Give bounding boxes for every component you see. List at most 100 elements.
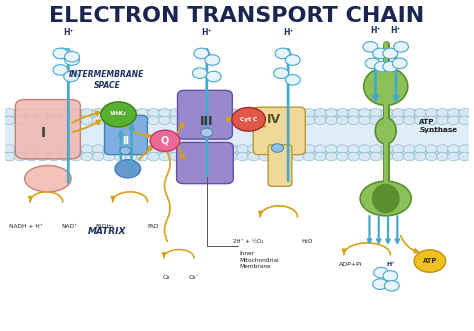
Circle shape [403, 116, 415, 125]
Circle shape [447, 109, 460, 117]
Circle shape [337, 152, 348, 161]
Circle shape [259, 109, 271, 117]
FancyBboxPatch shape [177, 142, 233, 184]
Circle shape [393, 42, 409, 52]
Circle shape [381, 109, 393, 117]
Text: ADP+Pi: ADP+Pi [339, 262, 363, 267]
Circle shape [425, 145, 438, 153]
Circle shape [126, 116, 137, 125]
Circle shape [270, 109, 282, 117]
Circle shape [459, 109, 471, 117]
FancyBboxPatch shape [253, 107, 305, 155]
Circle shape [170, 145, 182, 153]
Circle shape [337, 145, 348, 153]
Circle shape [137, 109, 149, 117]
Text: Cyt C: Cyt C [240, 117, 257, 122]
Circle shape [203, 109, 215, 117]
Circle shape [303, 152, 315, 161]
Circle shape [205, 55, 220, 65]
Circle shape [192, 116, 204, 125]
FancyBboxPatch shape [15, 100, 81, 159]
Text: Inner
Mitochondrial
Membrane: Inner Mitochondrial Membrane [239, 251, 279, 269]
Text: NAD⁺: NAD⁺ [62, 224, 78, 229]
Circle shape [337, 116, 348, 125]
Circle shape [281, 116, 293, 125]
Circle shape [48, 145, 60, 153]
Circle shape [292, 145, 304, 153]
Circle shape [392, 152, 404, 161]
Circle shape [48, 116, 60, 125]
Circle shape [325, 109, 337, 117]
Circle shape [365, 58, 380, 69]
Circle shape [14, 145, 27, 153]
Circle shape [192, 152, 204, 161]
Circle shape [147, 152, 160, 161]
Circle shape [383, 61, 398, 72]
Circle shape [203, 145, 215, 153]
Circle shape [26, 109, 37, 117]
Circle shape [92, 152, 104, 161]
Circle shape [147, 109, 160, 117]
Circle shape [137, 152, 149, 161]
Circle shape [347, 116, 360, 125]
Circle shape [381, 152, 393, 161]
Circle shape [226, 116, 237, 125]
Circle shape [53, 65, 68, 75]
Circle shape [392, 109, 404, 117]
Circle shape [285, 74, 300, 85]
Circle shape [114, 152, 127, 161]
Bar [5, 147, 469, 157]
Circle shape [325, 145, 337, 153]
Circle shape [92, 116, 104, 125]
Text: IV: IV [267, 113, 281, 126]
Circle shape [370, 109, 382, 117]
Circle shape [3, 145, 15, 153]
Circle shape [114, 145, 127, 153]
Text: I: I [41, 125, 46, 140]
Circle shape [192, 68, 207, 78]
Circle shape [36, 116, 49, 125]
Circle shape [447, 116, 460, 125]
Circle shape [459, 145, 471, 153]
Circle shape [359, 116, 371, 125]
Circle shape [159, 152, 171, 161]
Circle shape [281, 109, 293, 117]
Circle shape [437, 145, 448, 153]
Circle shape [392, 58, 407, 69]
Circle shape [201, 128, 213, 137]
Circle shape [414, 250, 446, 272]
Circle shape [359, 109, 371, 117]
Circle shape [192, 145, 204, 153]
Circle shape [314, 116, 327, 125]
Circle shape [403, 109, 415, 117]
Text: VitK₂: VitK₂ [110, 111, 127, 116]
Circle shape [81, 109, 93, 117]
Circle shape [374, 61, 390, 72]
Circle shape [392, 116, 404, 125]
Circle shape [226, 109, 237, 117]
Circle shape [14, 109, 27, 117]
Circle shape [414, 116, 426, 125]
Circle shape [103, 145, 115, 153]
Circle shape [59, 116, 71, 125]
Circle shape [237, 152, 248, 161]
Circle shape [194, 48, 209, 59]
Circle shape [403, 145, 415, 153]
Circle shape [425, 109, 438, 117]
Text: O₂: O₂ [163, 275, 170, 280]
Text: FADH₂: FADH₂ [95, 224, 114, 229]
Circle shape [237, 116, 248, 125]
Circle shape [206, 71, 221, 82]
Circle shape [114, 116, 127, 125]
Text: H⁺: H⁺ [201, 28, 212, 37]
Circle shape [150, 130, 180, 151]
Circle shape [347, 152, 360, 161]
Circle shape [92, 145, 104, 153]
Circle shape [383, 48, 398, 59]
Text: 2H⁺ + ½O₂: 2H⁺ + ½O₂ [233, 239, 264, 244]
Circle shape [259, 145, 271, 153]
Circle shape [3, 116, 15, 125]
Circle shape [226, 145, 237, 153]
Circle shape [270, 145, 282, 153]
Text: O₂⁻: O₂⁻ [189, 275, 200, 280]
